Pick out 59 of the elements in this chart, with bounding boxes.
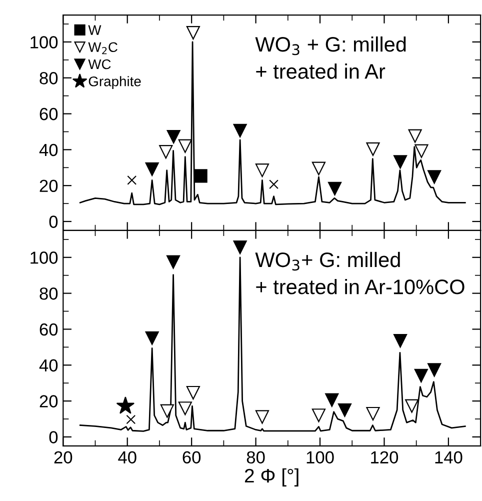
point: [166, 130, 180, 144]
legend-label: W: [88, 25, 102, 35]
annotation: WO$_{3}$ + G: milled + treated in Ar: [255, 36, 406, 79]
point: [233, 124, 247, 138]
legend-label: W$_{2}$C: [88, 42, 118, 54]
point: [269, 180, 278, 190]
point: [255, 410, 270, 424]
point: [178, 139, 192, 153]
y-tick-label: 0: [49, 216, 58, 228]
x-tick-label: 120: [371, 451, 398, 464]
point: [178, 402, 192, 416]
annotation: WO$_{3}$+ G: milled + treated in Ar-10%CO: [255, 252, 464, 294]
point: [159, 145, 173, 159]
x-tick-label: 60: [182, 451, 201, 464]
point: [255, 164, 270, 178]
y-tick-label: 100: [30, 252, 58, 264]
y-tick-label: 60: [40, 323, 58, 336]
x-axis-title: 2 Φ [°]: [244, 468, 298, 486]
x-tick-label: 100: [306, 451, 334, 464]
x-tick-label: 80: [246, 451, 265, 464]
point: [408, 129, 422, 143]
y-tick-label: 100: [30, 36, 58, 48]
legend-label: Graphite: [88, 76, 141, 90]
point: [366, 142, 380, 156]
point: [166, 255, 180, 269]
point: [186, 26, 200, 40]
y-tick-label: 80: [40, 287, 58, 300]
y-tick-label: 80: [40, 72, 58, 84]
point: [312, 408, 326, 422]
x-tick-label: 40: [118, 451, 136, 464]
y-tick-label: 0: [49, 431, 58, 444]
y-tick-label: 20: [40, 180, 58, 192]
y-tick-label: 40: [39, 144, 58, 156]
y-tick-label: 60: [40, 108, 58, 120]
point: [338, 403, 352, 417]
point: [405, 399, 419, 413]
point: [116, 396, 135, 414]
point: [145, 331, 159, 345]
y-tick-label: 20: [40, 395, 58, 408]
point: [312, 162, 326, 176]
point: [145, 162, 159, 176]
point: [127, 175, 137, 185]
point: [366, 406, 380, 421]
point: [325, 393, 339, 407]
point: [233, 240, 247, 254]
legend-label: WC: [88, 59, 111, 70]
point: [186, 386, 200, 400]
x-tick-label: 140: [435, 451, 462, 464]
point: [393, 334, 408, 348]
point: [414, 144, 428, 158]
point: [126, 414, 136, 424]
point: [328, 182, 342, 196]
point: [194, 169, 208, 183]
point: [428, 363, 442, 377]
y-tick-label: 40: [39, 359, 58, 372]
point: [160, 404, 174, 418]
point: [428, 170, 442, 184]
point: [414, 368, 428, 382]
point: [393, 155, 408, 169]
